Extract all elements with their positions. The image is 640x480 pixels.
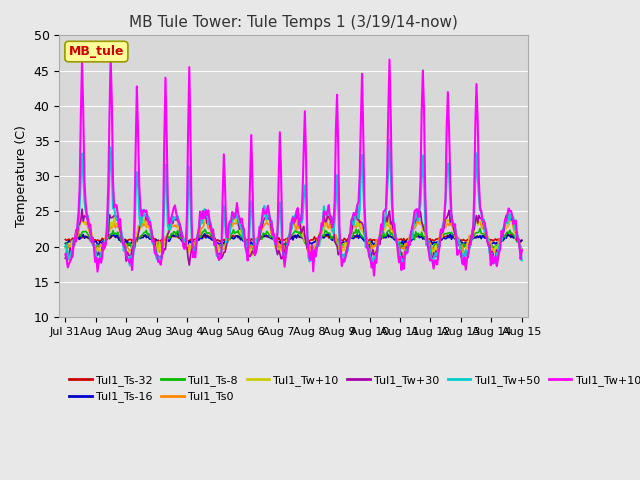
Tul1_Ts0 (92, 243, 99, 249)
Tul1_Ts-16 (173, 230, 181, 236)
Tul1_Ts-16 (298, 234, 305, 240)
Tul1_Ts-16 (516, 239, 524, 245)
Tul1_Tw+100 (92, 259, 99, 265)
Tul1_Ts-32 (324, 231, 332, 237)
Tul1_Tw+10 (93, 254, 100, 260)
Tul1_Tw+30 (518, 249, 525, 254)
Tul1_Ts-16 (92, 239, 99, 244)
Tul1_Ts0 (456, 242, 463, 248)
Tul1_Tw+30 (457, 254, 465, 260)
Tul1_Ts-16 (61, 240, 69, 246)
Tul1_Tw+30 (93, 249, 100, 255)
Tul1_Ts-8 (516, 243, 524, 249)
Tul1_Ts-32 (518, 238, 525, 243)
Tul1_Tw+50 (518, 257, 525, 263)
Tul1_Tw+30 (61, 255, 69, 261)
Tul1_Ts0 (516, 242, 524, 248)
Tul1_Tw+50 (386, 136, 394, 142)
Tul1_Tw+10 (78, 219, 86, 225)
Tul1_Tw+100 (389, 221, 397, 227)
Tul1_Tw+50 (457, 251, 465, 257)
Tul1_Ts-32 (296, 234, 304, 240)
Text: MB_tule: MB_tule (68, 45, 124, 58)
Tul1_Tw+10 (516, 244, 524, 250)
Tul1_Tw+50 (92, 246, 99, 252)
Legend: Tul1_Ts-32, Tul1_Ts-16, Tul1_Ts-8, Tul1_Ts0, Tul1_Tw+10, Tul1_Tw+30, Tul1_Tw+50,: Tul1_Ts-32, Tul1_Ts-16, Tul1_Ts-8, Tul1_… (65, 371, 640, 407)
Tul1_Tw+10 (299, 233, 307, 239)
Tul1_Tw+100 (107, 53, 115, 59)
Tul1_Ts-8 (61, 243, 69, 249)
Y-axis label: Temperature (C): Temperature (C) (15, 125, 28, 227)
Tul1_Ts-32 (457, 237, 465, 243)
Tul1_Tw+50 (126, 263, 134, 268)
Tul1_Ts0 (61, 245, 69, 251)
Line: Tul1_Tw+30: Tul1_Tw+30 (65, 209, 522, 265)
Tul1_Tw+30 (389, 226, 397, 232)
Tul1_Ts-16 (400, 244, 408, 250)
Title: MB Tule Tower: Tule Temps 1 (3/19/14-now): MB Tule Tower: Tule Temps 1 (3/19/14-now… (129, 15, 458, 30)
Tul1_Tw+10 (291, 213, 299, 218)
Tul1_Ts-32 (389, 234, 397, 240)
Tul1_Tw+100 (370, 273, 378, 278)
Tul1_Ts-8 (518, 246, 525, 252)
Tul1_Tw+30 (77, 217, 84, 223)
Tul1_Tw+50 (389, 214, 397, 219)
Tul1_Ts0 (461, 250, 468, 256)
Tul1_Tw+10 (61, 244, 69, 250)
Tul1_Tw+10 (389, 225, 397, 231)
Line: Tul1_Ts-32: Tul1_Ts-32 (65, 234, 522, 242)
Tul1_Ts0 (77, 216, 84, 222)
Tul1_Ts-8 (92, 244, 99, 250)
Tul1_Ts-16 (518, 238, 525, 243)
Tul1_Tw+50 (77, 174, 84, 180)
Tul1_Tw+10 (65, 258, 73, 264)
Tul1_Tw+100 (77, 111, 84, 117)
Tul1_Tw+100 (298, 217, 305, 223)
Tul1_Tw+100 (518, 247, 525, 253)
Line: Tul1_Ts-8: Tul1_Ts-8 (65, 228, 522, 252)
Tul1_Tw+50 (61, 244, 69, 250)
Tul1_Ts-8 (77, 233, 84, 239)
Tul1_Tw+100 (516, 256, 524, 262)
Tul1_Ts-32 (92, 237, 99, 242)
Tul1_Ts-32 (77, 235, 84, 241)
Tul1_Tw+30 (516, 247, 524, 253)
Line: Tul1_Tw+10: Tul1_Tw+10 (65, 216, 522, 261)
Line: Tul1_Tw+50: Tul1_Tw+50 (65, 139, 522, 265)
Tul1_Tw+100 (61, 252, 69, 257)
Tul1_Ts-16 (457, 240, 465, 245)
Tul1_Ts0 (141, 216, 149, 221)
Line: Tul1_Ts-16: Tul1_Ts-16 (65, 233, 522, 247)
Tul1_Tw+100 (457, 250, 465, 255)
Tul1_Ts0 (518, 248, 525, 253)
Tul1_Ts-32 (516, 239, 524, 244)
Line: Tul1_Ts0: Tul1_Ts0 (65, 218, 522, 253)
Tul1_Tw+30 (186, 262, 193, 268)
Tul1_Ts-8 (296, 229, 304, 235)
Tul1_Ts-32 (374, 239, 381, 245)
Tul1_Ts0 (298, 229, 305, 235)
Line: Tul1_Tw+100: Tul1_Tw+100 (65, 56, 522, 276)
Tul1_Ts-16 (388, 234, 396, 240)
Tul1_Ts-8 (476, 226, 484, 231)
Tul1_Ts-16 (77, 232, 84, 238)
Tul1_Ts-32 (61, 237, 69, 242)
Tul1_Tw+30 (78, 206, 86, 212)
Tul1_Tw+30 (299, 227, 307, 233)
Tul1_Tw+10 (457, 250, 465, 255)
Tul1_Ts-8 (387, 232, 394, 238)
Tul1_Ts-8 (455, 239, 463, 244)
Tul1_Tw+50 (298, 220, 305, 226)
Tul1_Ts-8 (458, 249, 466, 254)
Tul1_Ts0 (388, 219, 396, 225)
Tul1_Tw+10 (518, 247, 525, 253)
Tul1_Tw+50 (516, 246, 524, 252)
